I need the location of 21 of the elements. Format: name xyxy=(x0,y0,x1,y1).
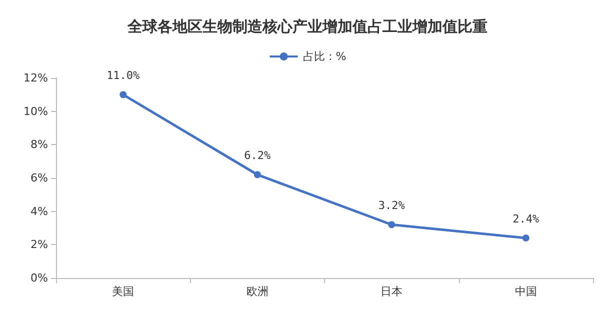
y-tick-label: 2% xyxy=(30,238,48,252)
y-tick-label: 6% xyxy=(30,172,48,184)
x-tick-label: 美国 xyxy=(112,285,134,298)
chart-title: 全球各地区生物制造核心产业增加值占工业增加值比重 xyxy=(126,18,488,36)
point xyxy=(254,171,261,178)
y-tick-label: 10% xyxy=(24,104,48,118)
y-tick-label: 8% xyxy=(30,138,48,152)
y-tick-label: 12% xyxy=(24,72,48,84)
data-label: 11.0% xyxy=(106,69,140,82)
point xyxy=(388,221,396,228)
data-label: 2.4% xyxy=(512,212,540,226)
data-label: 3.2% xyxy=(378,199,406,212)
point xyxy=(522,234,530,242)
y-tick-label: 4% xyxy=(30,204,48,218)
legend-label: 占比：% xyxy=(302,50,346,63)
x-tick-label: 中国 xyxy=(514,285,537,298)
data-label: 6.2% xyxy=(244,149,271,162)
x-tick-label: 欧洲 xyxy=(246,285,268,298)
y-tick-label: 0% xyxy=(30,272,48,284)
point xyxy=(120,91,127,98)
x-tick-label: 日本 xyxy=(380,285,403,298)
